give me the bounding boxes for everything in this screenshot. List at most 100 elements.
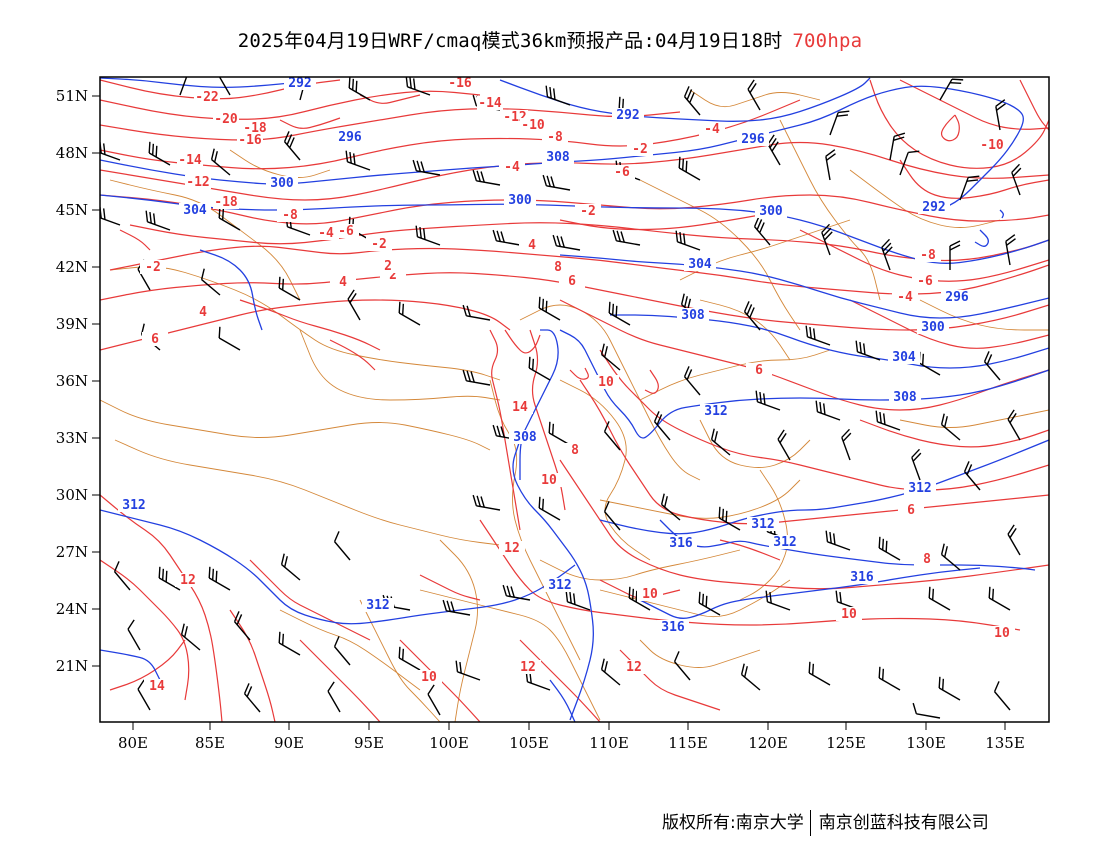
lat-tick-label: 51N <box>56 87 88 105</box>
chart-title: 2025年04月19日WRF/cmaq模式36km预报产品:04月19日18时 7… <box>0 26 1100 53</box>
wind-barb <box>983 351 1001 381</box>
temperature-contour-label: 4 <box>528 238 536 253</box>
wind-barb <box>911 448 922 481</box>
temperature-contour <box>529 329 566 511</box>
wind-barb <box>855 340 881 361</box>
wind-barb <box>743 301 761 331</box>
temperature-contour-label: 8 <box>571 443 579 458</box>
temperature-contour-label: 8 <box>554 260 562 275</box>
height-contour <box>100 194 1049 264</box>
lat-tick-label: 21N <box>56 657 88 675</box>
height-contour <box>610 314 1049 369</box>
height-contour <box>100 509 576 625</box>
lon-tick-label: 85E <box>195 734 225 752</box>
height-contour <box>974 229 989 247</box>
wind-barb <box>100 206 121 226</box>
temperature-contour <box>619 649 721 711</box>
height-contour <box>559 329 1049 439</box>
lon-tick-label: 100E <box>429 734 469 752</box>
boundary-line <box>599 579 791 618</box>
wind-barb <box>179 77 189 96</box>
temperature-contour <box>899 159 1049 199</box>
temperature-contour-label: 12 <box>626 660 642 675</box>
height-contour-label: 316 <box>669 536 693 551</box>
wind-barb <box>993 681 1011 711</box>
boundary-line <box>439 539 478 722</box>
copyright-footer: 版权所有:南京大学 南京创蓝科技有限公司 <box>662 808 989 836</box>
height-contour-label: 300 <box>508 193 532 208</box>
lat-tick-label: 45N <box>56 201 88 219</box>
temperature-contour-label: 4 <box>199 305 207 320</box>
temperature-contour <box>419 574 481 601</box>
height-contour-label: 308 <box>513 430 537 445</box>
temperature-contour <box>644 369 659 394</box>
wind-barb <box>841 428 852 461</box>
temperature-contour <box>119 229 151 251</box>
height-contour-label: 300 <box>270 176 294 191</box>
temperature-contour-label: 10 <box>642 587 658 602</box>
height-contour-label: 304 <box>688 257 712 272</box>
wind-barb <box>528 356 551 381</box>
wind-barb <box>608 301 631 326</box>
temperature-contour-label: -10 <box>521 118 545 133</box>
temperature-contour-label: -22 <box>195 90 218 105</box>
temperature-contour-label: 6 <box>755 363 763 378</box>
wind-barb <box>208 566 231 591</box>
temperature-contour-label: 10 <box>421 670 437 685</box>
wind-barb <box>565 590 591 611</box>
wind-barb <box>113 561 131 591</box>
wind-barb <box>283 131 301 161</box>
wind-barb <box>912 702 941 719</box>
temperature-contour <box>559 299 1049 411</box>
boundary-line <box>849 169 1001 228</box>
wind-barb <box>683 366 701 396</box>
wind-barb <box>398 646 421 671</box>
temperature-contour <box>599 349 1049 491</box>
wind-barb <box>653 411 671 441</box>
footer-divider <box>809 810 811 836</box>
wind-barb <box>755 390 781 411</box>
wind-barb <box>412 159 441 176</box>
height-contour-label: 312 <box>366 598 389 613</box>
temperature-contour-label: -8 <box>920 248 936 263</box>
temperature-contour-label: -6 <box>614 165 630 180</box>
temperature-contour <box>100 141 1049 201</box>
height-contour-label: 308 <box>681 308 705 323</box>
height-contour-label: 300 <box>759 204 783 219</box>
temperature-contour <box>569 367 589 380</box>
temperature-contour <box>129 222 1049 262</box>
temperature-contour-label: -14 <box>478 96 502 111</box>
wind-barb <box>753 216 771 246</box>
wind-barb <box>145 210 171 231</box>
height-contour-label: 304 <box>892 350 916 365</box>
boundary-line <box>539 549 741 581</box>
wind-barb <box>928 586 951 611</box>
wind-barb <box>472 494 501 511</box>
wind-barb <box>333 636 351 666</box>
height-contour-label: 316 <box>850 570 874 585</box>
temperature-contour-label: 6 <box>568 274 576 289</box>
boundary-line <box>699 419 811 468</box>
wind-barb <box>548 421 571 446</box>
lon-tick-label: 115E <box>668 734 708 752</box>
boundary-line <box>229 149 331 178</box>
lat-tick-label: 24N <box>56 600 88 618</box>
temperature-contour <box>504 329 541 354</box>
temperature-contour <box>109 639 186 691</box>
wind-barb <box>218 326 241 351</box>
wind-barb <box>1007 409 1021 441</box>
temperature-contour-label: -18 <box>243 121 267 136</box>
wind-barb <box>963 461 981 491</box>
lat-tick-label: 33N <box>56 429 88 447</box>
temperature-contour <box>869 79 1049 169</box>
wind-barb <box>678 156 701 181</box>
temperature-contour-label: -2 <box>632 142 648 157</box>
height-contour-label: 292 <box>288 76 311 91</box>
province-boundaries <box>100 89 1049 722</box>
wind-barb <box>815 400 841 421</box>
boundary-line <box>689 89 821 108</box>
height-contour-label: 308 <box>893 390 917 405</box>
title-main: 2025年04月19日WRF/cmaq模式36km预报产品:04月19日18时 <box>237 30 783 52</box>
lon-tick-label: 90E <box>274 734 304 752</box>
